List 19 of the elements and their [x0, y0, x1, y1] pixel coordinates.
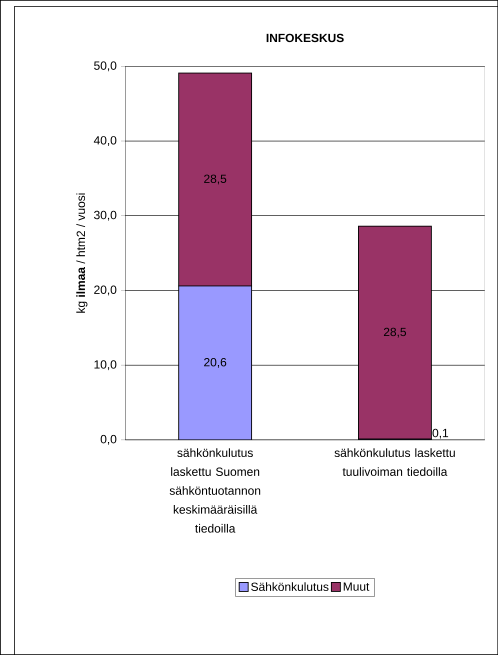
y-tick-label: 0,0 [100, 434, 116, 445]
legend-label: Sähkönkulutus [251, 582, 328, 592]
y-tick-label: 30,0 [94, 210, 116, 221]
chart-title: INFOKESKUS [266, 34, 344, 42]
y-tick-label: 40,0 [94, 136, 116, 146]
bar [178, 72, 252, 286]
data-label: 28,5 [384, 328, 406, 338]
data-label: 20,6 [204, 358, 226, 368]
bar [358, 226, 432, 440]
data-label: 0,1 [432, 428, 448, 439]
legend-label: Muut [344, 582, 370, 591]
y-tick-label: 50,0 [94, 61, 116, 72]
y-tick-label: 20,0 [94, 286, 116, 296]
x-tick-label: sähkönkulutus laskettu tuulivoiman tiedoilla [334, 448, 455, 476]
y-axis-title: kg ilmaa / htm2 / vuosi [76, 193, 88, 313]
y-tick-label: 10,0 [94, 360, 116, 370]
x-tick-label: sähkönkulutus laskettu Suomen sähköntuotannon keskimääräisillä tiedoilla [170, 448, 260, 533]
data-label: 28,5 [204, 174, 226, 184]
bar [178, 286, 252, 440]
